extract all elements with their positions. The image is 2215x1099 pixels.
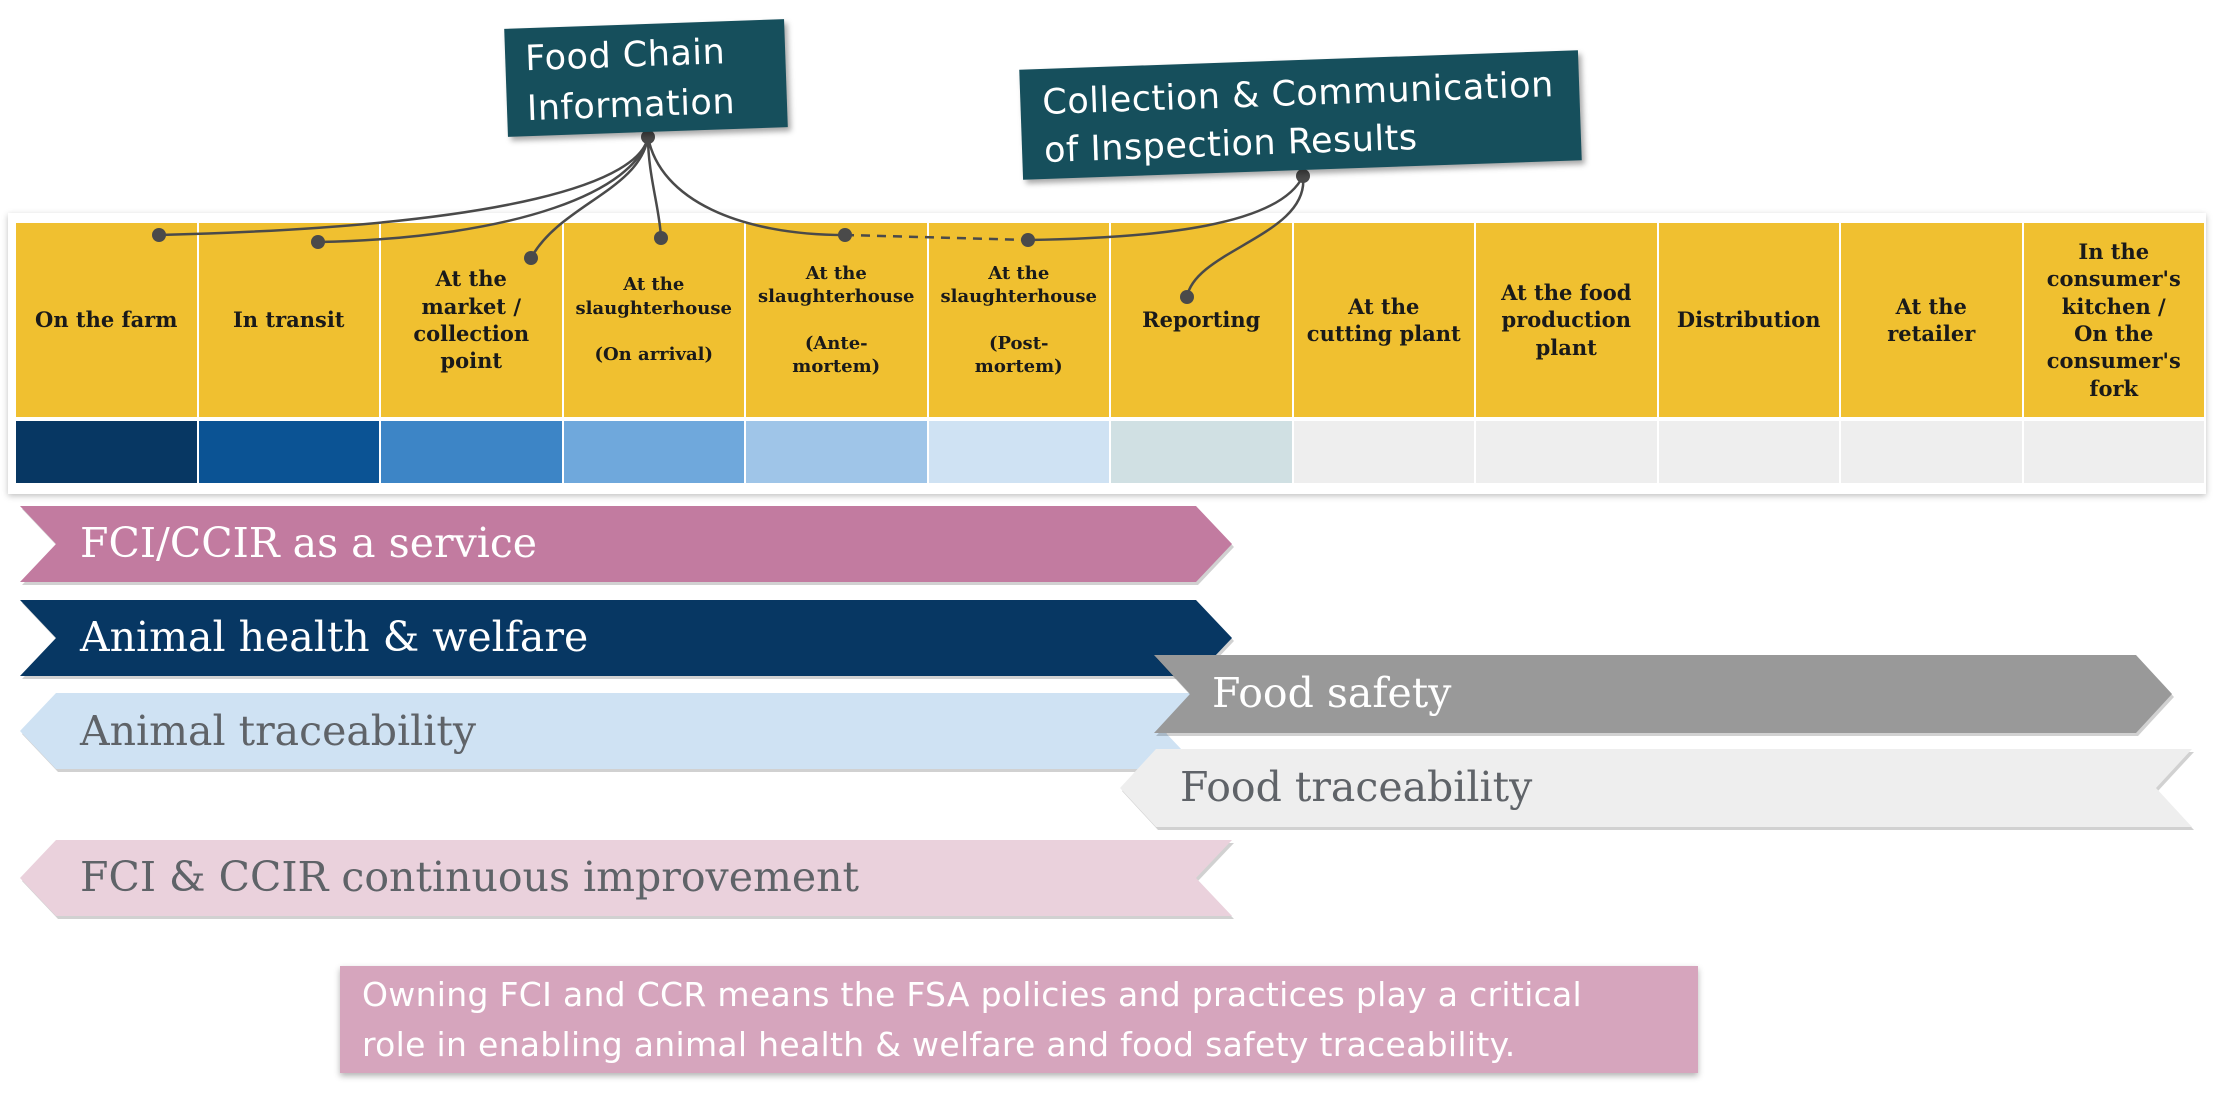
stage-cell: On the farm bbox=[16, 223, 197, 417]
stage-coverage-swatch bbox=[1658, 421, 1839, 483]
stage-cell: At the slaughterhouse (Ante- mortem) bbox=[746, 223, 927, 417]
stage-coverage-swatch bbox=[16, 421, 197, 483]
stage-cell: At the retailer bbox=[1841, 223, 2022, 417]
stage-coverage-swatch bbox=[1841, 421, 2022, 483]
banner-arrow bbox=[1120, 749, 2192, 827]
banner-arrow bbox=[1154, 655, 2172, 733]
stage-cell: At the food production plant bbox=[1476, 223, 1657, 417]
banner-label: Food traceability bbox=[1180, 763, 1533, 811]
banner-arrow bbox=[20, 693, 1200, 769]
stage-coverage-swatch bbox=[1476, 421, 1657, 483]
stage-coverage-swatch bbox=[563, 421, 744, 483]
banner-label: FCI/CCIR as a service bbox=[80, 519, 538, 567]
stage-coverage-swatch bbox=[928, 421, 1109, 483]
banner-label: Animal health & welfare bbox=[80, 613, 589, 661]
banner-label: FCI & CCIR continuous improvement bbox=[80, 853, 859, 901]
stage-coverage-swatch bbox=[2023, 421, 2204, 483]
stage-coverage-swatch bbox=[198, 421, 379, 483]
stage-cell: Distribution bbox=[1658, 223, 1839, 417]
ccir-callout: Collection & Communication of Inspection… bbox=[1019, 50, 1582, 180]
stage-coverage-swatch bbox=[1111, 421, 1292, 483]
banner-arrow bbox=[20, 506, 1232, 582]
banner-arrow bbox=[20, 600, 1232, 676]
stage-cell: In transit bbox=[198, 223, 379, 417]
banner-label: Food safety bbox=[1212, 669, 1452, 717]
banner-arrow bbox=[20, 840, 1232, 916]
stage-cell: At the cutting plant bbox=[1293, 223, 1474, 417]
food-chain-information-callout: Food Chain Information bbox=[504, 19, 788, 137]
banner-label: Animal traceability bbox=[80, 707, 477, 755]
stage-cell: At the slaughterhouse (On arrival) bbox=[563, 223, 744, 417]
stage-coverage-swatch bbox=[1293, 421, 1474, 483]
stage-cell: In the consumer's kitchen / On the consu… bbox=[2023, 223, 2204, 417]
stage-coverage-swatch bbox=[746, 421, 927, 483]
stage-coverage-swatch bbox=[381, 421, 562, 483]
ownership-note: Owning FCI and CCR means the FSA policie… bbox=[340, 966, 1698, 1073]
stage-cell: At the slaughterhouse (Post- mortem) bbox=[928, 223, 1109, 417]
